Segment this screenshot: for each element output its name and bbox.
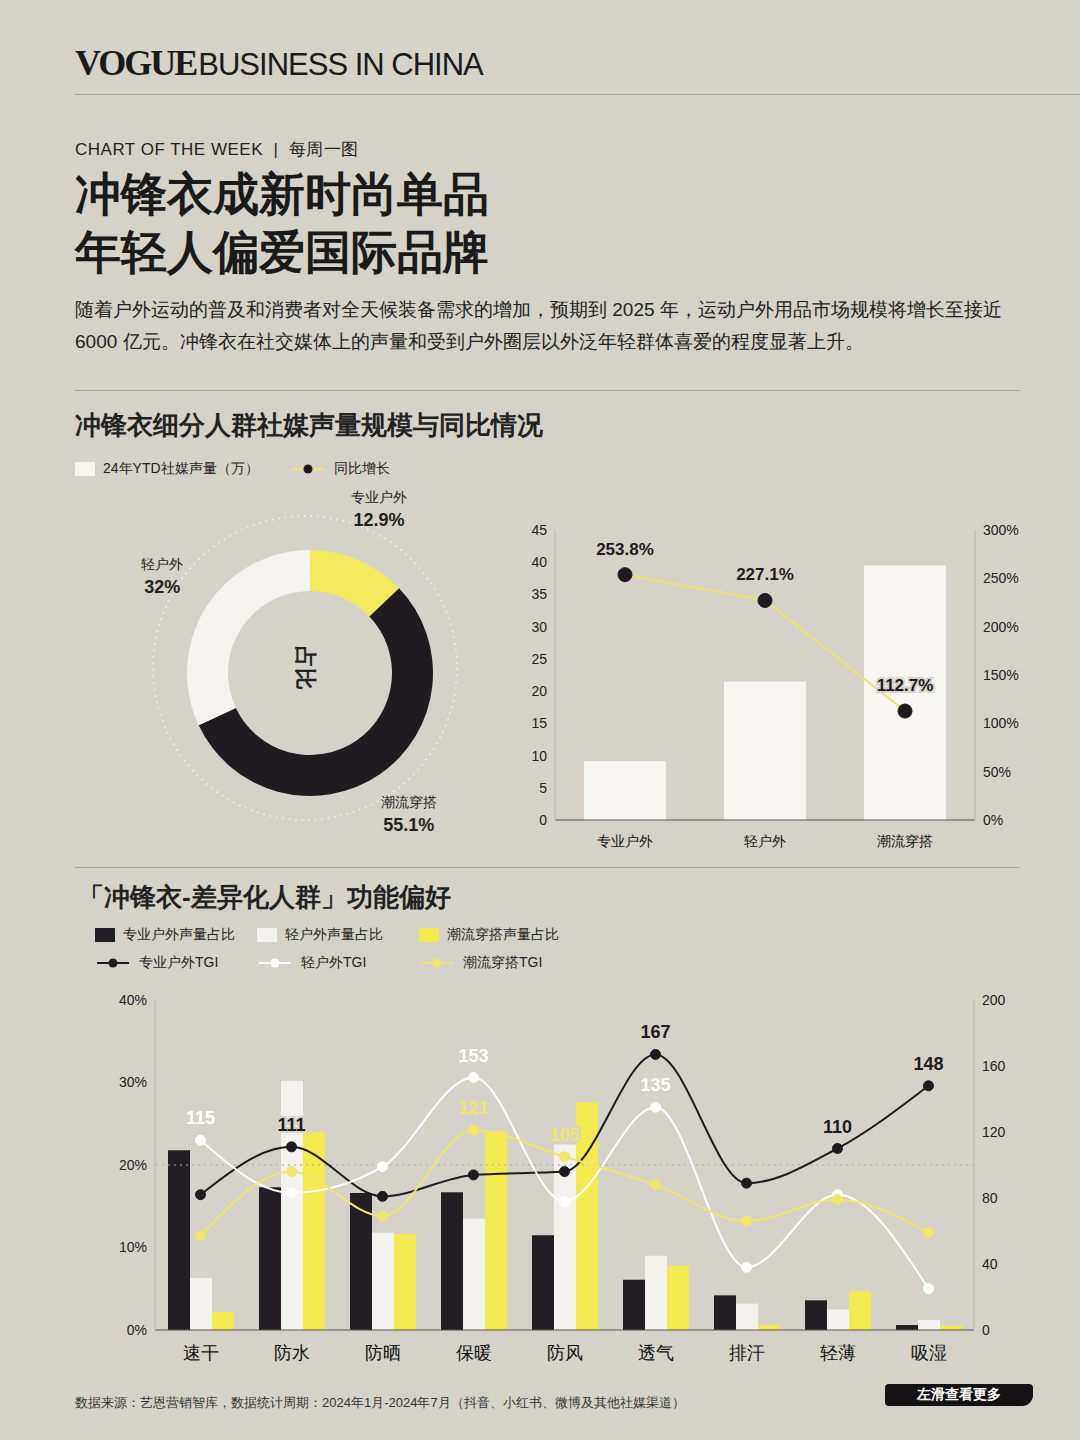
svg-text:10%: 10% bbox=[119, 1239, 147, 1255]
svg-text:200: 200 bbox=[982, 992, 1006, 1008]
html-text:占比: 占比 bbox=[293, 646, 318, 690]
svg-text:40: 40 bbox=[982, 1256, 998, 1272]
svg-text:110: 110 bbox=[823, 1117, 852, 1137]
svg-text:300%: 300% bbox=[983, 522, 1019, 538]
svg-text:20: 20 bbox=[531, 683, 547, 699]
svg-text:227.1%: 227.1% bbox=[736, 565, 794, 584]
svg-text:40%: 40% bbox=[119, 992, 147, 1008]
svg-text:112.7%: 112.7% bbox=[877, 676, 934, 695]
svg-text:轻薄: 轻薄 bbox=[820, 1343, 856, 1363]
svg-text:111: 111 bbox=[277, 1115, 305, 1135]
svg-text:透气: 透气 bbox=[638, 1343, 674, 1363]
html-text:专业户外TGI: 专业户外TGI bbox=[139, 954, 219, 970]
svg-text:速干: 速干 bbox=[183, 1343, 219, 1363]
svg-text:30%: 30% bbox=[119, 1074, 147, 1090]
svg-text:专业户外: 专业户外 bbox=[597, 833, 653, 849]
svg-text:0: 0 bbox=[982, 1322, 990, 1338]
html-text:轻户外TGI: 轻户外TGI bbox=[301, 954, 367, 970]
html-text:同比增长: 同比增长 bbox=[334, 460, 390, 476]
svg-text:10: 10 bbox=[531, 748, 547, 764]
svg-text:40: 40 bbox=[531, 554, 547, 570]
html-text:随着户外运动的普及和消费者对全天候装备需求的增加，预期到 2: 随着户外运动的普及和消费者对全天候装备需求的增加，预期到 2025 年，运动户外… bbox=[75, 299, 1002, 352]
html-text:冲锋衣成新时尚单品: 冲锋衣成新时尚单品 bbox=[75, 169, 489, 220]
svg-text:潮流穿搭: 潮流穿搭 bbox=[381, 794, 437, 810]
html-text:专业户外声量占比: 专业户外声量占比 bbox=[123, 926, 235, 942]
svg-text:轻户外: 轻户外 bbox=[744, 833, 786, 849]
svg-text:105: 105 bbox=[549, 1125, 579, 1145]
svg-text:0%: 0% bbox=[127, 1322, 147, 1338]
svg-text:253.8%: 253.8% bbox=[596, 540, 654, 559]
svg-text:200%: 200% bbox=[983, 619, 1019, 635]
svg-text:55.1%: 55.1% bbox=[383, 815, 434, 835]
html-text:潮流穿搭TGI: 潮流穿搭TGI bbox=[463, 954, 543, 970]
svg-text:121: 121 bbox=[458, 1098, 488, 1118]
svg-text:5: 5 bbox=[539, 780, 547, 796]
html-text:轻户外声量占比: 轻户外声量占比 bbox=[285, 926, 383, 942]
svg-text:50%: 50% bbox=[983, 764, 1011, 780]
html-text:「冲锋衣-差异化人群」功能偏好: 「冲锋衣-差异化人群」功能偏好 bbox=[78, 882, 451, 912]
svg-text:167: 167 bbox=[640, 1022, 670, 1042]
svg-text:80: 80 bbox=[982, 1190, 998, 1206]
html-text:CHART OF THE WEEK | 每周一图: CHART OF THE WEEK | 每周一图 bbox=[75, 140, 359, 159]
html-text:冲锋衣细分人群社媒声量规模与同比情况: 冲锋衣细分人群社媒声量规模与同比情况 bbox=[75, 410, 543, 440]
svg-text:0%: 0% bbox=[983, 812, 1003, 828]
html-text:左滑查看更多: 左滑查看更多 bbox=[917, 1386, 1001, 1402]
svg-text:120: 120 bbox=[982, 1124, 1006, 1140]
svg-text:排汗: 排汗 bbox=[729, 1343, 765, 1363]
svg-text:防晒: 防晒 bbox=[365, 1343, 401, 1363]
html-text:潮流穿搭声量占比: 潮流穿搭声量占比 bbox=[447, 926, 559, 942]
svg-text:专业户外: 专业户外 bbox=[351, 489, 407, 505]
svg-text:潮流穿搭: 潮流穿搭 bbox=[877, 833, 933, 849]
svg-text:150%: 150% bbox=[983, 667, 1019, 683]
svg-text:轻户外: 轻户外 bbox=[141, 556, 183, 572]
html-text:数据来源：艺恩营销智库，数据统计周期：2024年1月-202: 数据来源：艺恩营销智库，数据统计周期：2024年1月-2024年7月（抖音、小红… bbox=[75, 1395, 685, 1410]
svg-text:45: 45 bbox=[531, 522, 547, 538]
html-text:24年YTD社媒声量（万）: 24年YTD社媒声量（万） bbox=[103, 460, 259, 476]
svg-text:防水: 防水 bbox=[274, 1343, 310, 1363]
svg-text:153: 153 bbox=[458, 1046, 488, 1066]
svg-text:20%: 20% bbox=[119, 1157, 147, 1173]
svg-text:30: 30 bbox=[531, 619, 547, 635]
html-text:VOGUE BUSINESS IN CHINA: VOGUE BUSINESS IN CHINA bbox=[75, 43, 483, 83]
svg-text:0: 0 bbox=[539, 812, 547, 828]
svg-text:25: 25 bbox=[531, 651, 547, 667]
svg-text:防风: 防风 bbox=[547, 1343, 583, 1363]
svg-text:32%: 32% bbox=[144, 577, 180, 597]
svg-text:100%: 100% bbox=[983, 715, 1019, 731]
svg-text:115: 115 bbox=[186, 1108, 215, 1128]
svg-text:12.9%: 12.9% bbox=[353, 510, 404, 530]
svg-text:35: 35 bbox=[531, 586, 547, 602]
svg-text:吸湿: 吸湿 bbox=[911, 1343, 947, 1363]
svg-text:148: 148 bbox=[913, 1054, 943, 1074]
svg-text:250%: 250% bbox=[983, 570, 1019, 586]
svg-text:保暖: 保暖 bbox=[456, 1343, 492, 1363]
svg-text:15: 15 bbox=[531, 715, 547, 731]
svg-text:160: 160 bbox=[982, 1058, 1006, 1074]
svg-text:135: 135 bbox=[640, 1075, 670, 1095]
html-text:年轻人偏爱国际品牌: 年轻人偏爱国际品牌 bbox=[75, 227, 489, 278]
